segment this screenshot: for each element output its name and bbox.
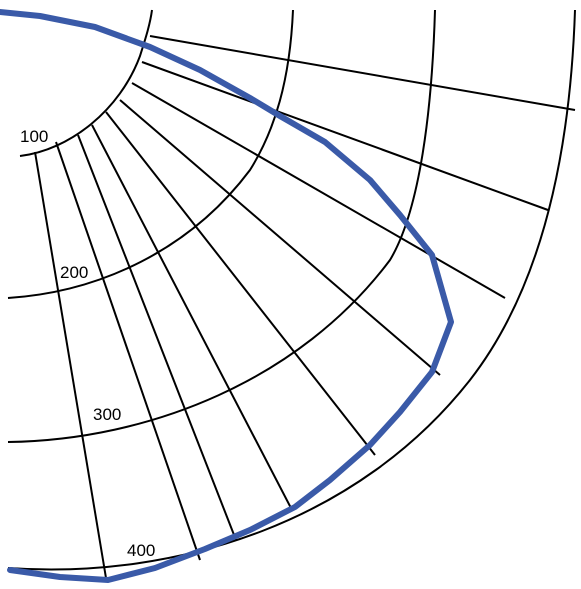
grid-spoke — [91, 124, 293, 511]
grid-spoke — [34, 151, 107, 579]
grid-spoke — [77, 134, 237, 541]
grid-arc — [7, 9, 576, 571]
grid-arc — [7, 9, 294, 299]
grid-spoke — [131, 82, 506, 299]
grid-spoke — [55, 141, 201, 561]
grid-arc — [7, 9, 436, 443]
grid-spoke — [119, 99, 441, 376]
route-line — [0, 9, 454, 583]
ring-label-100: 100 — [20, 127, 48, 146]
grid-spoke — [141, 61, 549, 211]
ring-labels: 100 200 300 400 — [20, 127, 155, 560]
ring-label-300: 300 — [93, 405, 121, 424]
grid-arc — [19, 9, 153, 157]
polar-grid — [7, 9, 576, 579]
ring-label-400: 400 — [127, 541, 155, 560]
ring-label-200: 200 — [60, 263, 88, 282]
grid-spoke — [149, 35, 576, 111]
grid-spoke — [105, 111, 376, 456]
